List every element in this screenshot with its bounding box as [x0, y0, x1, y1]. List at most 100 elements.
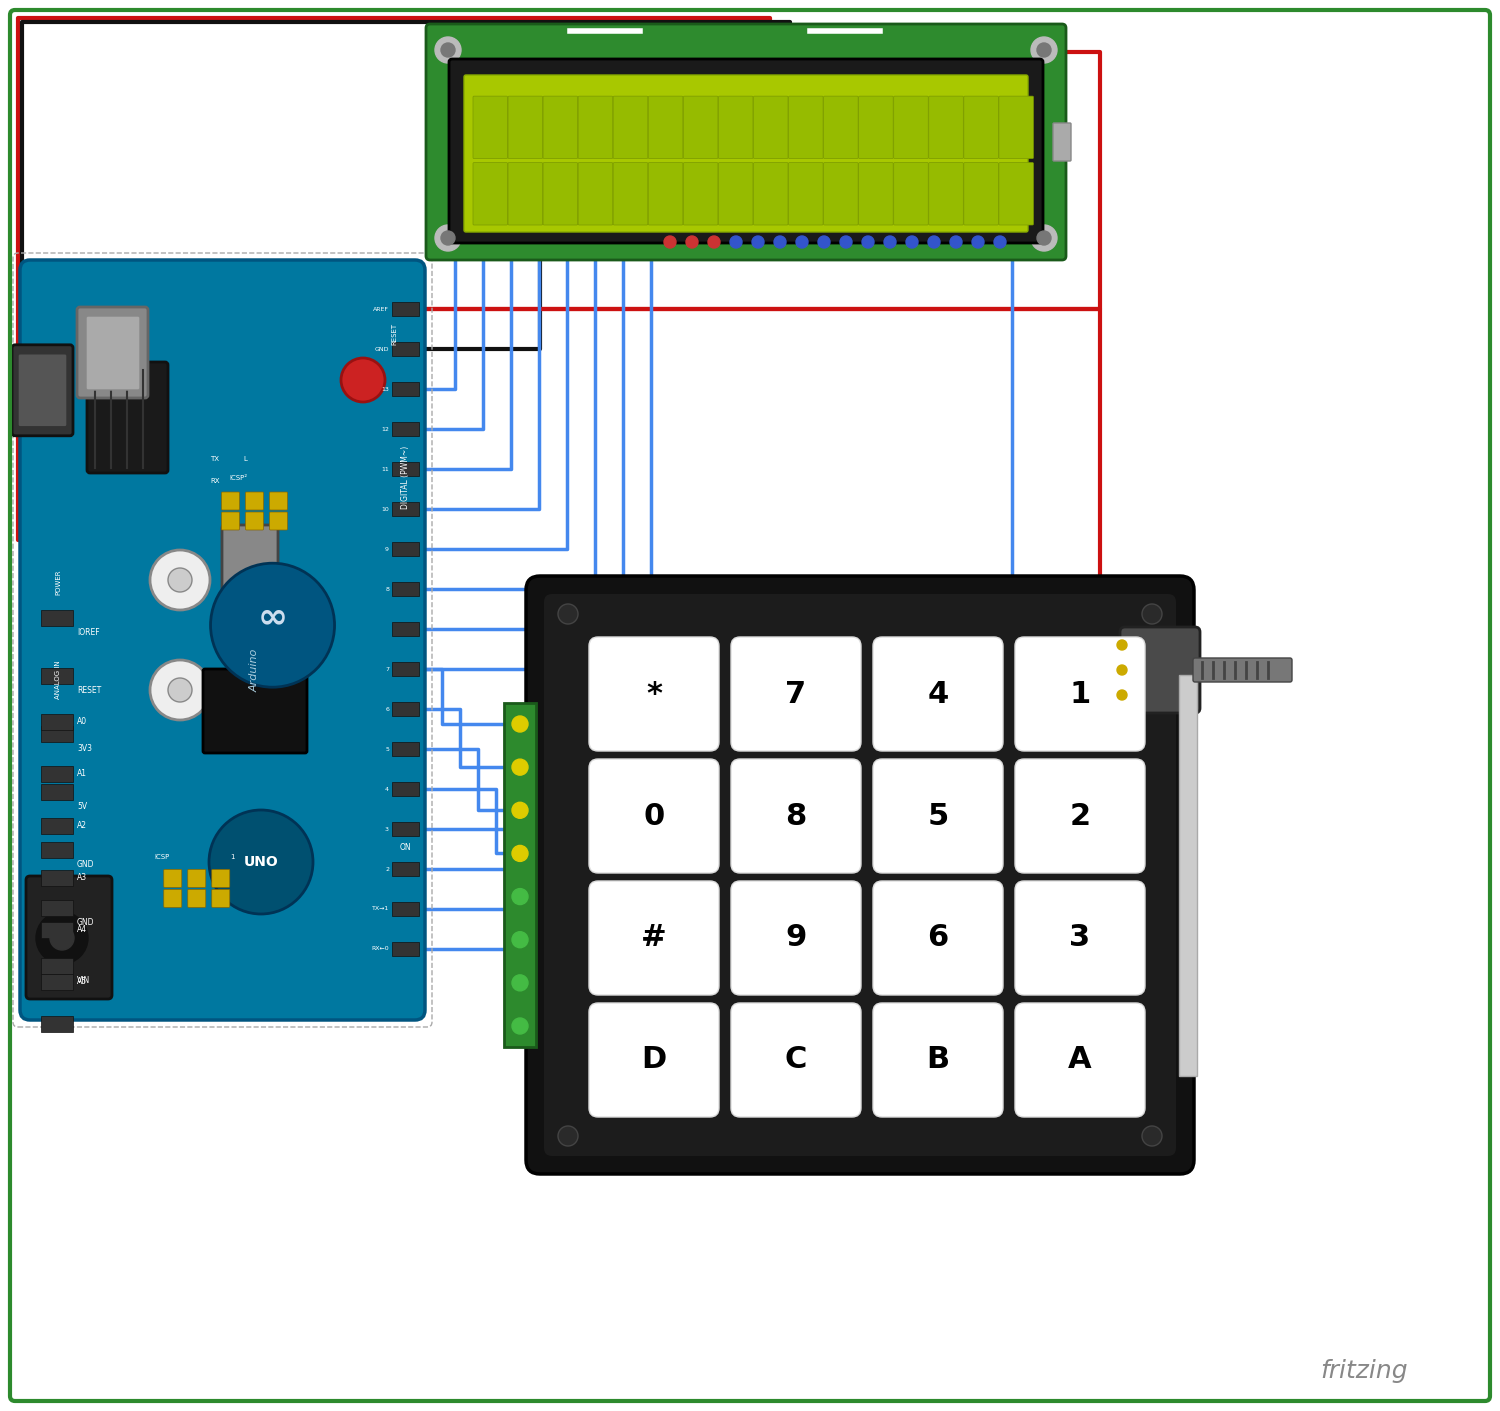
- Text: 11: 11: [381, 467, 388, 471]
- FancyBboxPatch shape: [18, 354, 68, 426]
- FancyBboxPatch shape: [894, 162, 928, 224]
- Circle shape: [340, 358, 386, 402]
- Text: AREF: AREF: [374, 306, 388, 312]
- Text: 13: 13: [381, 387, 388, 391]
- FancyBboxPatch shape: [222, 492, 240, 509]
- Text: 1: 1: [1070, 680, 1090, 708]
- FancyBboxPatch shape: [648, 162, 682, 224]
- FancyBboxPatch shape: [718, 96, 753, 158]
- FancyBboxPatch shape: [40, 669, 74, 684]
- FancyBboxPatch shape: [718, 162, 753, 224]
- Text: GND: GND: [76, 917, 94, 927]
- FancyBboxPatch shape: [40, 727, 74, 742]
- FancyBboxPatch shape: [789, 162, 824, 224]
- Text: Arduino: Arduino: [249, 649, 259, 691]
- Text: L: L: [243, 456, 248, 461]
- Circle shape: [840, 236, 852, 248]
- FancyBboxPatch shape: [392, 502, 418, 516]
- Text: 5: 5: [927, 801, 948, 831]
- FancyBboxPatch shape: [873, 1003, 1004, 1118]
- Circle shape: [818, 236, 830, 248]
- Text: ON: ON: [399, 842, 411, 852]
- Text: 7: 7: [386, 666, 388, 672]
- Text: TX: TX: [210, 456, 219, 461]
- FancyBboxPatch shape: [392, 422, 418, 436]
- Circle shape: [512, 1017, 528, 1034]
- FancyBboxPatch shape: [544, 594, 1176, 1156]
- FancyBboxPatch shape: [578, 162, 612, 224]
- FancyBboxPatch shape: [40, 818, 74, 834]
- Text: ICSP: ICSP: [154, 855, 170, 861]
- FancyBboxPatch shape: [392, 823, 418, 835]
- Text: 2: 2: [386, 866, 388, 872]
- Text: POWER: POWER: [56, 570, 62, 595]
- Text: A3: A3: [76, 873, 87, 882]
- FancyBboxPatch shape: [578, 96, 612, 158]
- Circle shape: [50, 926, 74, 950]
- Circle shape: [884, 236, 896, 248]
- FancyBboxPatch shape: [86, 316, 140, 389]
- FancyBboxPatch shape: [270, 512, 288, 531]
- Text: 5: 5: [386, 746, 388, 752]
- Text: IOREF: IOREF: [76, 628, 99, 636]
- Circle shape: [730, 236, 742, 248]
- Circle shape: [512, 975, 528, 991]
- FancyBboxPatch shape: [1179, 674, 1197, 1075]
- FancyBboxPatch shape: [789, 96, 824, 158]
- Text: 8: 8: [786, 801, 807, 831]
- FancyBboxPatch shape: [392, 742, 418, 756]
- FancyBboxPatch shape: [1016, 1003, 1144, 1118]
- Text: 6: 6: [927, 924, 948, 952]
- Text: DIGITAL (PWM~): DIGITAL (PWM~): [400, 446, 410, 509]
- Text: 10: 10: [381, 507, 388, 512]
- Circle shape: [1036, 42, 1052, 56]
- Text: A2: A2: [76, 821, 87, 830]
- Text: 1: 1: [230, 855, 234, 861]
- FancyBboxPatch shape: [40, 766, 74, 782]
- Text: A0: A0: [76, 717, 87, 727]
- Text: 4: 4: [386, 786, 388, 792]
- FancyBboxPatch shape: [40, 869, 74, 886]
- FancyBboxPatch shape: [1120, 626, 1200, 713]
- FancyBboxPatch shape: [222, 525, 278, 605]
- FancyBboxPatch shape: [202, 669, 308, 753]
- FancyBboxPatch shape: [873, 759, 1004, 873]
- Circle shape: [774, 236, 786, 248]
- FancyBboxPatch shape: [40, 785, 74, 800]
- FancyBboxPatch shape: [392, 943, 418, 957]
- FancyBboxPatch shape: [40, 714, 74, 729]
- Circle shape: [36, 912, 88, 964]
- Text: 2: 2: [1070, 801, 1090, 831]
- FancyBboxPatch shape: [392, 382, 418, 396]
- FancyBboxPatch shape: [392, 902, 418, 916]
- Circle shape: [512, 931, 528, 948]
- FancyBboxPatch shape: [648, 96, 682, 158]
- FancyBboxPatch shape: [590, 636, 718, 751]
- Text: 3: 3: [1070, 924, 1090, 952]
- FancyBboxPatch shape: [753, 162, 788, 224]
- Text: 5V: 5V: [76, 801, 87, 811]
- Circle shape: [1030, 224, 1057, 251]
- Text: A: A: [1068, 1046, 1092, 1075]
- FancyBboxPatch shape: [246, 512, 264, 531]
- Circle shape: [1036, 231, 1052, 246]
- FancyBboxPatch shape: [999, 96, 1033, 158]
- Text: ANALOG IN: ANALOG IN: [56, 660, 62, 698]
- Circle shape: [168, 569, 192, 593]
- FancyBboxPatch shape: [824, 162, 858, 224]
- Circle shape: [950, 236, 962, 248]
- Text: ICSP²: ICSP²: [230, 476, 248, 481]
- Circle shape: [1030, 37, 1057, 63]
- Circle shape: [210, 563, 334, 687]
- Circle shape: [435, 224, 460, 251]
- Circle shape: [752, 236, 764, 248]
- FancyBboxPatch shape: [211, 869, 230, 888]
- Text: TX→1: TX→1: [372, 906, 388, 912]
- Text: RESET: RESET: [76, 686, 102, 694]
- Circle shape: [994, 236, 1006, 248]
- FancyBboxPatch shape: [614, 96, 648, 158]
- Circle shape: [558, 1126, 578, 1146]
- Circle shape: [1118, 690, 1126, 700]
- Circle shape: [168, 679, 192, 703]
- Text: ∞: ∞: [258, 600, 288, 634]
